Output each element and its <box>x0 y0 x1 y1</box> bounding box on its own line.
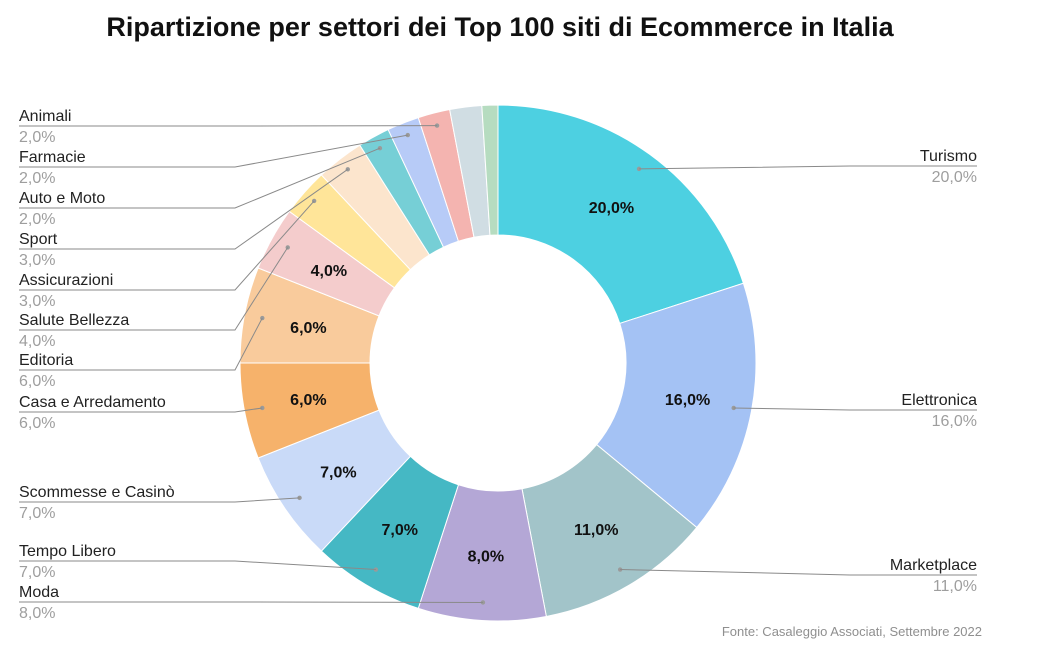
data-label-editoria: 6,0% <box>290 320 326 337</box>
legend-value-scommesse-e-casino: 7,0% <box>19 505 55 522</box>
slice-unlabeled-15 <box>481 104 499 236</box>
legend-value-auto-e-moto: 2,0% <box>19 211 55 228</box>
legend-value-casa-e-arredamento: 6,0% <box>19 415 55 432</box>
data-label-turismo: 20,0% <box>589 200 634 217</box>
leader-line-elettronica <box>733 407 977 411</box>
leader-line-casa-e-arredamento <box>19 407 263 413</box>
leader-line-marketplace <box>620 569 977 576</box>
data-label-scommesse-e-casino: 7,0% <box>320 464 356 481</box>
legend-label-farmacie: Farmacie <box>19 149 86 166</box>
legend-value-salute-bellezza: 4,0% <box>19 333 55 350</box>
data-label-marketplace: 11,0% <box>574 522 618 539</box>
legend-label-moda: Moda <box>19 584 59 601</box>
data-label-tempo-libero: 7,0% <box>382 522 418 539</box>
leader-line-assicurazioni <box>19 200 315 291</box>
legend-label-assicurazioni: Assicurazioni <box>19 272 113 289</box>
legend-value-editoria: 6,0% <box>19 373 55 390</box>
legend-value-assicurazioni: 3,0% <box>19 293 55 310</box>
slice-elettronica <box>595 282 757 529</box>
leader-lines-layer <box>19 123 977 605</box>
legend-label-turismo: Turismo <box>920 148 977 165</box>
legend-label-elettronica: Elettronica <box>901 392 977 409</box>
leader-line-editoria <box>19 317 263 371</box>
leader-line-scommesse-e-casino <box>19 497 300 503</box>
data-label-moda: 8,0% <box>468 549 504 566</box>
data-label-elettronica: 16,0% <box>665 392 710 409</box>
legend-value-sport: 3,0% <box>19 252 55 269</box>
legend-value-moda: 8,0% <box>19 605 55 622</box>
source-note: Fonte: Casaleggio Associati, Settembre 2… <box>721 624 982 639</box>
slices-layer <box>239 104 757 622</box>
legend-value-elettronica: 16,0% <box>932 413 977 430</box>
legend-label-auto-e-moto: Auto e Moto <box>19 190 105 207</box>
legend-value-turismo: 20,0% <box>932 169 977 186</box>
labels-layer: 20,0% Turismo 20,0% 16,0% Elettronica 16,0% 11… <box>19 108 977 622</box>
legend-label-marketplace: Marketplace <box>890 557 977 574</box>
leader-line-auto-e-moto <box>19 147 381 209</box>
leader-line-farmacie <box>19 134 408 168</box>
legend-label-animali: Animali <box>19 108 71 125</box>
legend-value-farmacie: 2,0% <box>19 170 55 187</box>
legend-label-scommesse-e-casino: Scommesse e Casinò <box>19 484 175 501</box>
legend-label-sport: Sport <box>19 231 58 248</box>
chart-title: Ripartizione per settori dei Top 100 sit… <box>106 12 894 42</box>
slice-turismo <box>497 104 745 325</box>
leader-line-tempo-libero <box>19 560 376 571</box>
leader-line-turismo <box>639 165 977 170</box>
legend-label-casa-e-arredamento: Casa e Arredamento <box>19 394 166 411</box>
legend-label-salute-bellezza: Salute Bellezza <box>19 312 129 329</box>
legend-value-marketplace: 11,0% <box>933 578 977 595</box>
legend-value-tempo-libero: 7,0% <box>19 564 55 581</box>
leader-line-salute-bellezza <box>19 247 289 331</box>
legend-label-tempo-libero: Tempo Libero <box>19 543 116 560</box>
legend-value-animali: 2,0% <box>19 129 55 146</box>
legend-label-editoria: Editoria <box>19 352 73 369</box>
data-label-salute-bellezza: 4,0% <box>311 263 347 280</box>
leader-line-sport <box>19 168 349 250</box>
data-label-casa-e-arredamento: 6,0% <box>290 392 326 409</box>
